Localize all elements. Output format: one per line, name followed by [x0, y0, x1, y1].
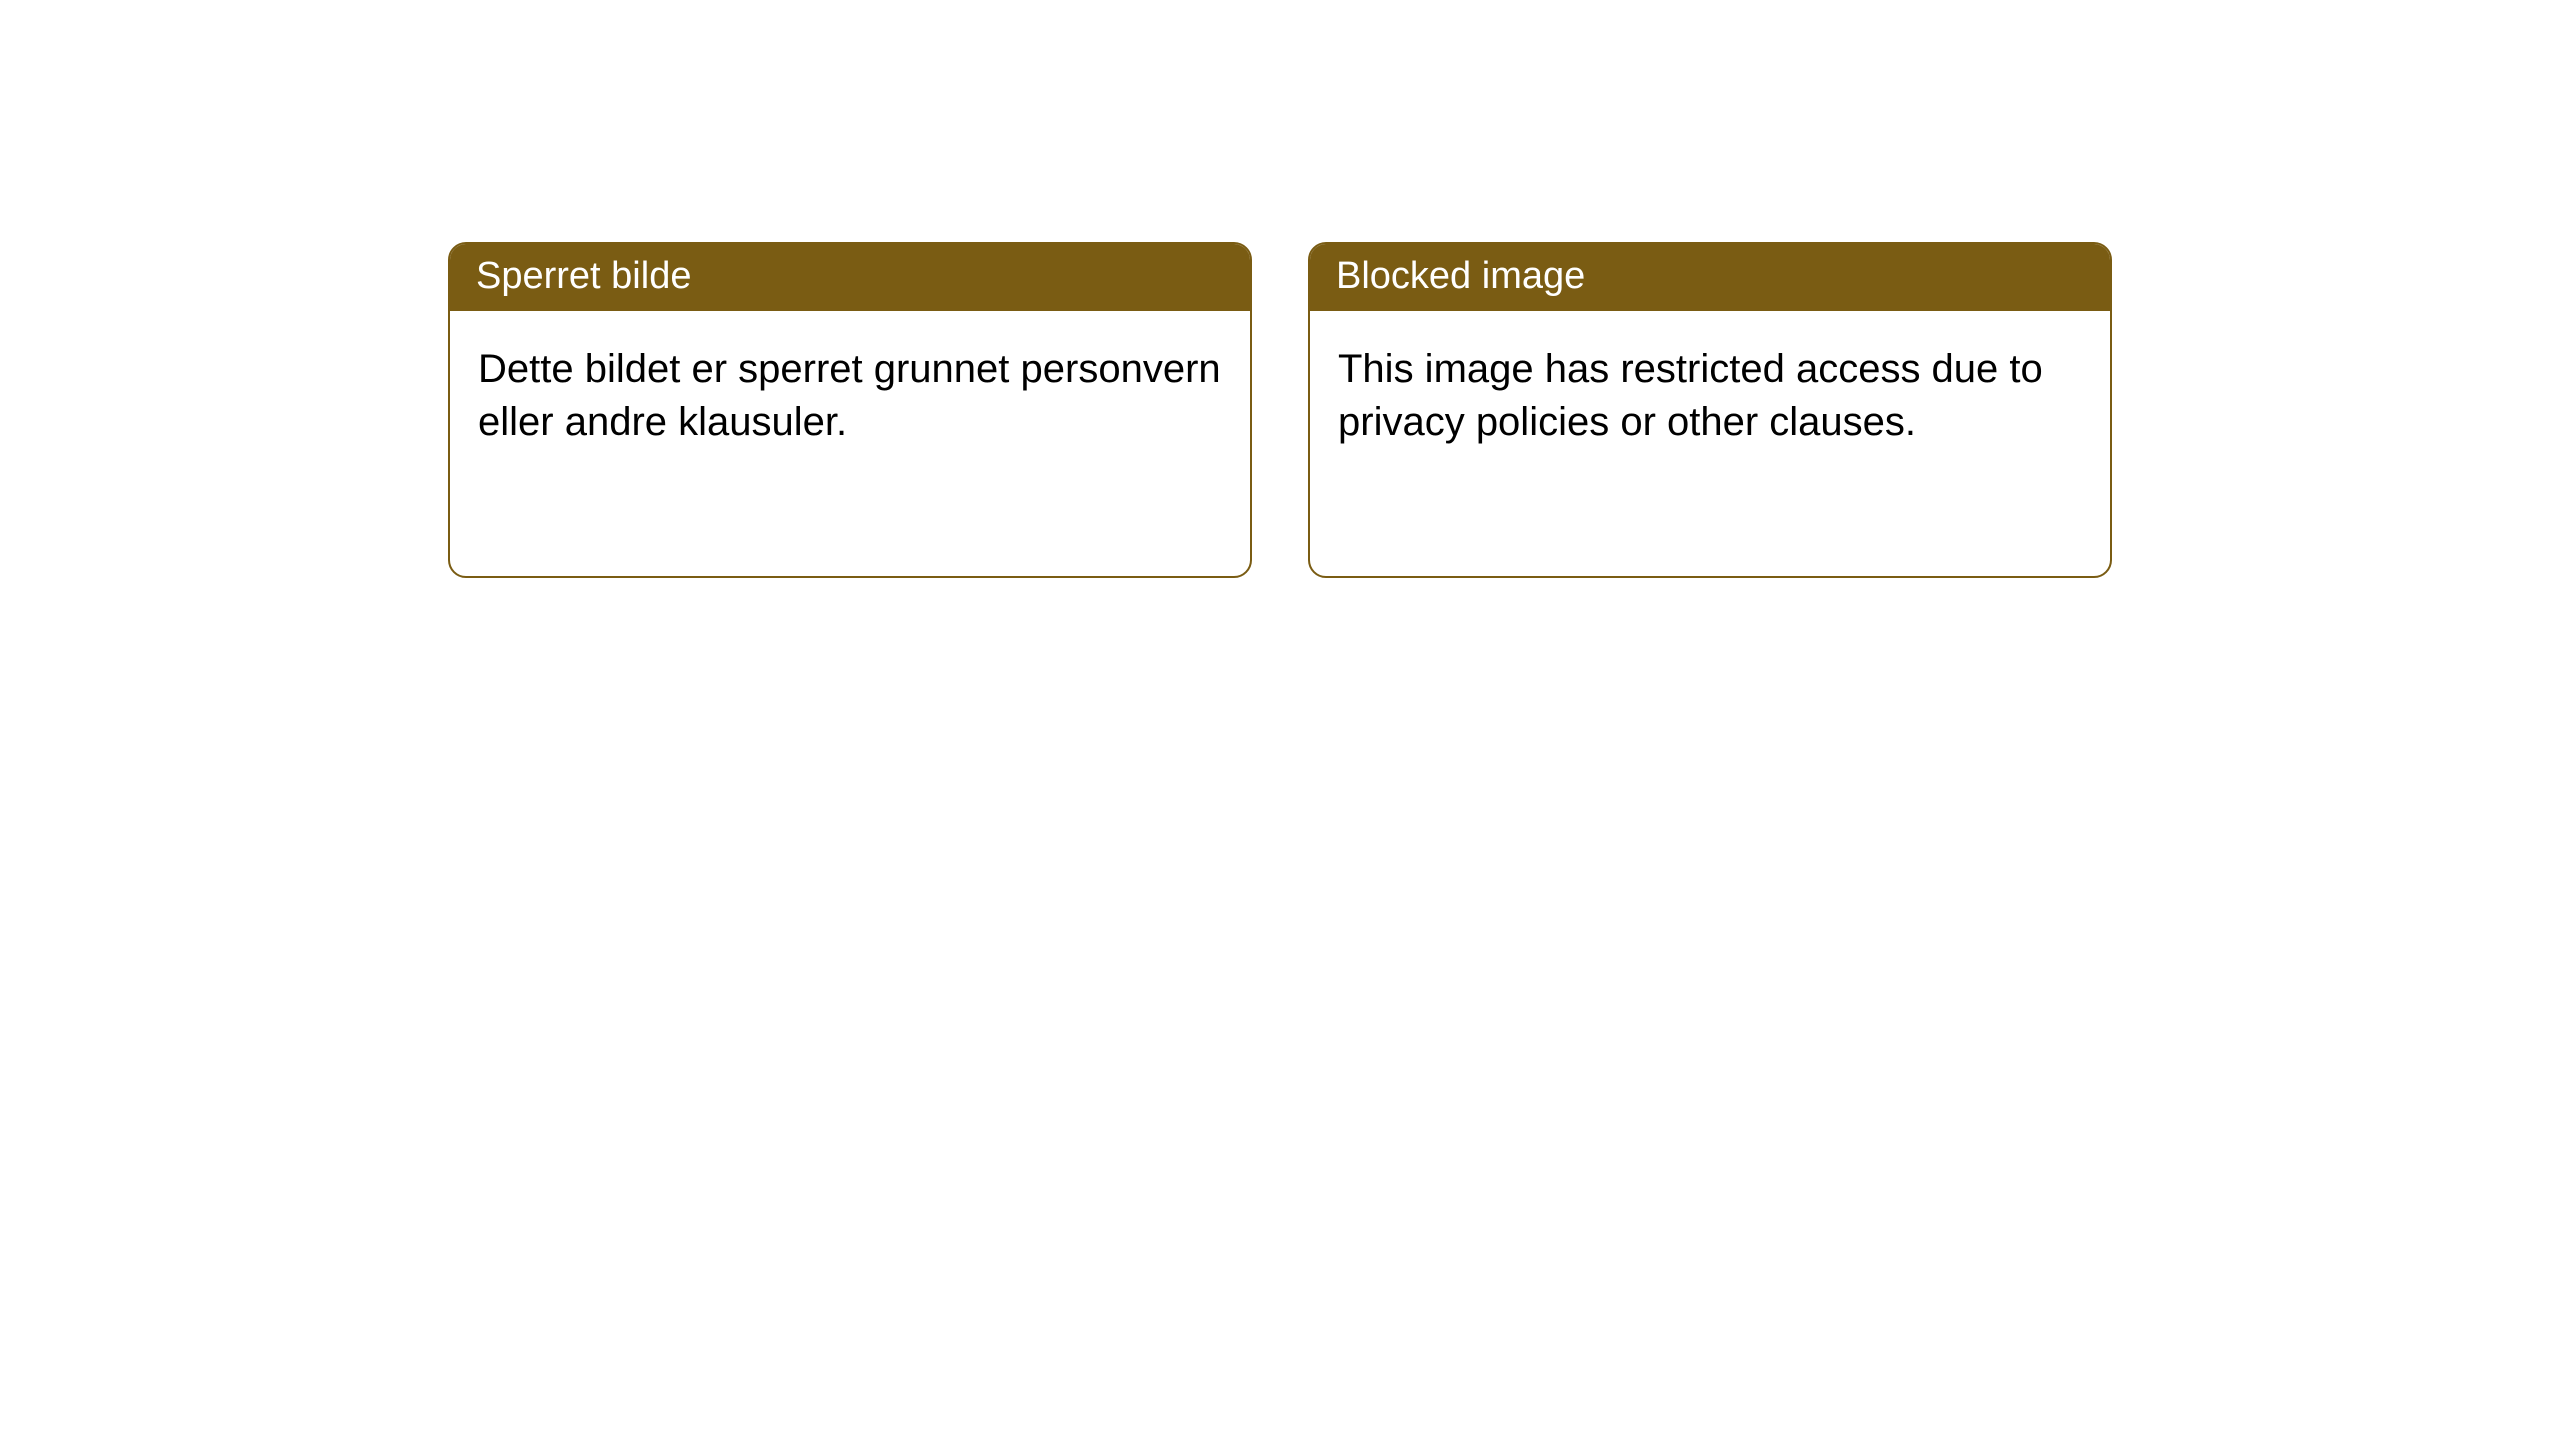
notice-container: Sperret bilde Dette bildet er sperret gr…	[0, 0, 2560, 578]
card-body-no: Dette bildet er sperret grunnet personve…	[450, 311, 1250, 481]
card-header-no: Sperret bilde	[450, 244, 1250, 311]
card-body-en: This image has restricted access due to …	[1310, 311, 2110, 481]
card-header-en: Blocked image	[1310, 244, 2110, 311]
blocked-image-card-en: Blocked image This image has restricted …	[1308, 242, 2112, 578]
blocked-image-card-no: Sperret bilde Dette bildet er sperret gr…	[448, 242, 1252, 578]
